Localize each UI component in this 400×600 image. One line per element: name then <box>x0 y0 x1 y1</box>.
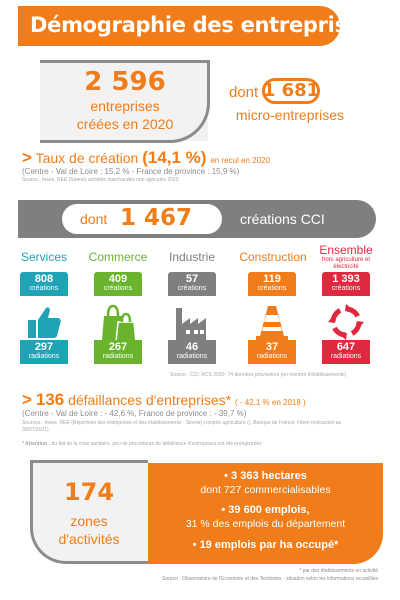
traffic-cone-icon <box>248 298 296 346</box>
zones-label-line2: d'activités <box>58 531 120 547</box>
page-header: Démographie des entreprises <box>0 6 400 46</box>
defaillances-note: ( - 42,1 % en 2018 ) <box>234 398 306 407</box>
sector-radiations-services: 297 radiations <box>20 340 68 364</box>
zones-fact1-bold: • 3 363 hectares <box>224 470 307 482</box>
attention-label: * Attention : <box>22 441 51 447</box>
sector-subtitle-ensemble: hors agriculture et électricité <box>321 257 371 270</box>
creations-label: créations <box>177 285 207 292</box>
taux-comparison: (Centre - Val de Loire : 15,2 % - France… <box>22 167 240 176</box>
cycle-arrows-icon <box>322 298 370 346</box>
micro-prefix: dont <box>229 84 259 101</box>
radiations-label: radiations <box>256 353 288 360</box>
micro-pill <box>262 78 320 104</box>
creations-label: créations <box>29 285 59 292</box>
sector-creations-ensemble: 1 393 créations <box>322 272 370 296</box>
zones-fact2-bold: • 39 600 emplois, <box>221 504 310 516</box>
sector-creations-services: 808 créations <box>20 272 68 296</box>
micro-number: 1 681 <box>262 80 320 101</box>
zones-label: zones d'activités <box>30 512 148 548</box>
radiations-label: radiations <box>102 353 134 360</box>
shopping-bags-icon <box>94 298 142 346</box>
creations-value: 1 393 <box>332 273 360 285</box>
sector-title-services: Services <box>20 250 67 264</box>
zones-fact3-bold: • 19 emplois par ha occupé* <box>192 539 339 551</box>
taux-source: Source : Insee, REE (Sirene) activités m… <box>22 177 179 183</box>
defaillances-arrow: > <box>22 390 32 409</box>
sector-creations-commerce: 409 créations <box>94 272 142 296</box>
defaillances-comparison: (Centre - Val de Loire : - 42,6 %, Franc… <box>22 409 247 418</box>
radiations-value: 647 <box>336 341 356 353</box>
defaillances-attention: * Attention : du fait de la crise sanita… <box>22 441 262 447</box>
defaillances-source: Sources : Insee, REE (Répertoire des ent… <box>22 420 342 433</box>
creations-value: 808 <box>34 273 54 285</box>
header-banner <box>18 6 340 46</box>
sector-title-ensemble: Ensemble <box>319 243 373 257</box>
footer-source: Source : Observatoire de l'Économie et d… <box>162 576 378 582</box>
creations-label-line1: entreprises <box>90 98 160 114</box>
sector-title-ensemble-block: Ensemble hors agriculture et électricité <box>310 243 382 271</box>
cci-label: créations CCI <box>240 211 325 227</box>
zones-fact2-text: 31 % des emplois du département <box>185 518 346 530</box>
sector-title-commerce: Commerce <box>88 250 148 264</box>
sector-radiations-construction: 37 radiations <box>248 340 296 364</box>
zones-label-line1: zones <box>70 513 108 529</box>
radiations-label: radiations <box>330 353 362 360</box>
radiations-label: radiations <box>176 353 208 360</box>
sector-radiations-commerce: 267 radiations <box>94 340 142 364</box>
radiations-value: 37 <box>265 341 279 353</box>
taux-note: en recul en 2020 <box>210 156 270 165</box>
radiations-label: radiations <box>28 353 60 360</box>
creations-label: entreprises créées en 2020 <box>40 97 210 133</box>
defaillances-number: 136 <box>35 390 65 409</box>
creations-label: créations <box>103 285 133 292</box>
radiations-value: 46 <box>185 341 199 353</box>
sector-title-construction: Construction <box>239 250 307 264</box>
creations-number: 2 596 <box>84 67 166 97</box>
sector-title-industrie: Industrie <box>168 250 216 264</box>
sector-radiations-industrie: 46 radiations <box>168 340 216 364</box>
sector-creations-industrie: 57 créations <box>168 272 216 296</box>
taux-value: (14,1 %) <box>142 148 207 167</box>
cci-prefix: dont <box>80 211 108 227</box>
radiations-value: 267 <box>108 341 128 353</box>
creations-frame <box>40 60 210 143</box>
footer-note: * par des établissements en activité <box>299 568 378 574</box>
creations-label: créations <box>257 285 287 292</box>
sector-creations-construction: 119 créations <box>248 272 296 296</box>
zones-facts-panel <box>148 463 383 564</box>
defaillances-label: défaillances d'entreprises* <box>68 392 232 408</box>
creations-value: 409 <box>108 273 128 285</box>
creations-value: 119 <box>263 273 281 285</box>
taux-creation-line: > Taux de création (14,1 %) en recul en … <box>22 148 270 168</box>
zones-frame <box>30 460 148 564</box>
creations-value: 57 <box>185 273 199 285</box>
zones-fact1-text: dont 727 commercialisables <box>200 484 331 496</box>
factory-icon <box>168 298 216 346</box>
creations-label: créations <box>331 285 361 292</box>
sector-radiations-ensemble: 647 radiations <box>322 340 370 364</box>
attention-text: du fait de la crise sanitaire, peu de pr… <box>51 441 262 447</box>
taux-arrow: > <box>22 148 32 167</box>
page-title: Démographie des entreprises <box>30 13 373 37</box>
radiations-value: 297 <box>34 341 54 353</box>
cci-pill <box>62 204 222 234</box>
zones-number: 174 <box>63 478 115 506</box>
thumbs-up-icon <box>20 298 68 346</box>
taux-label: Taux de création <box>35 150 139 166</box>
micro-label: micro-entreprises <box>235 107 345 123</box>
cci-source: Source : CCI, RCS 2020- 74 données provi… <box>170 372 347 378</box>
cci-number: 1 467 <box>120 205 193 231</box>
defaillances-line: > 136 défaillances d'entreprises* ( - 42… <box>22 390 306 410</box>
creations-label-line2: créées en 2020 <box>76 116 174 132</box>
